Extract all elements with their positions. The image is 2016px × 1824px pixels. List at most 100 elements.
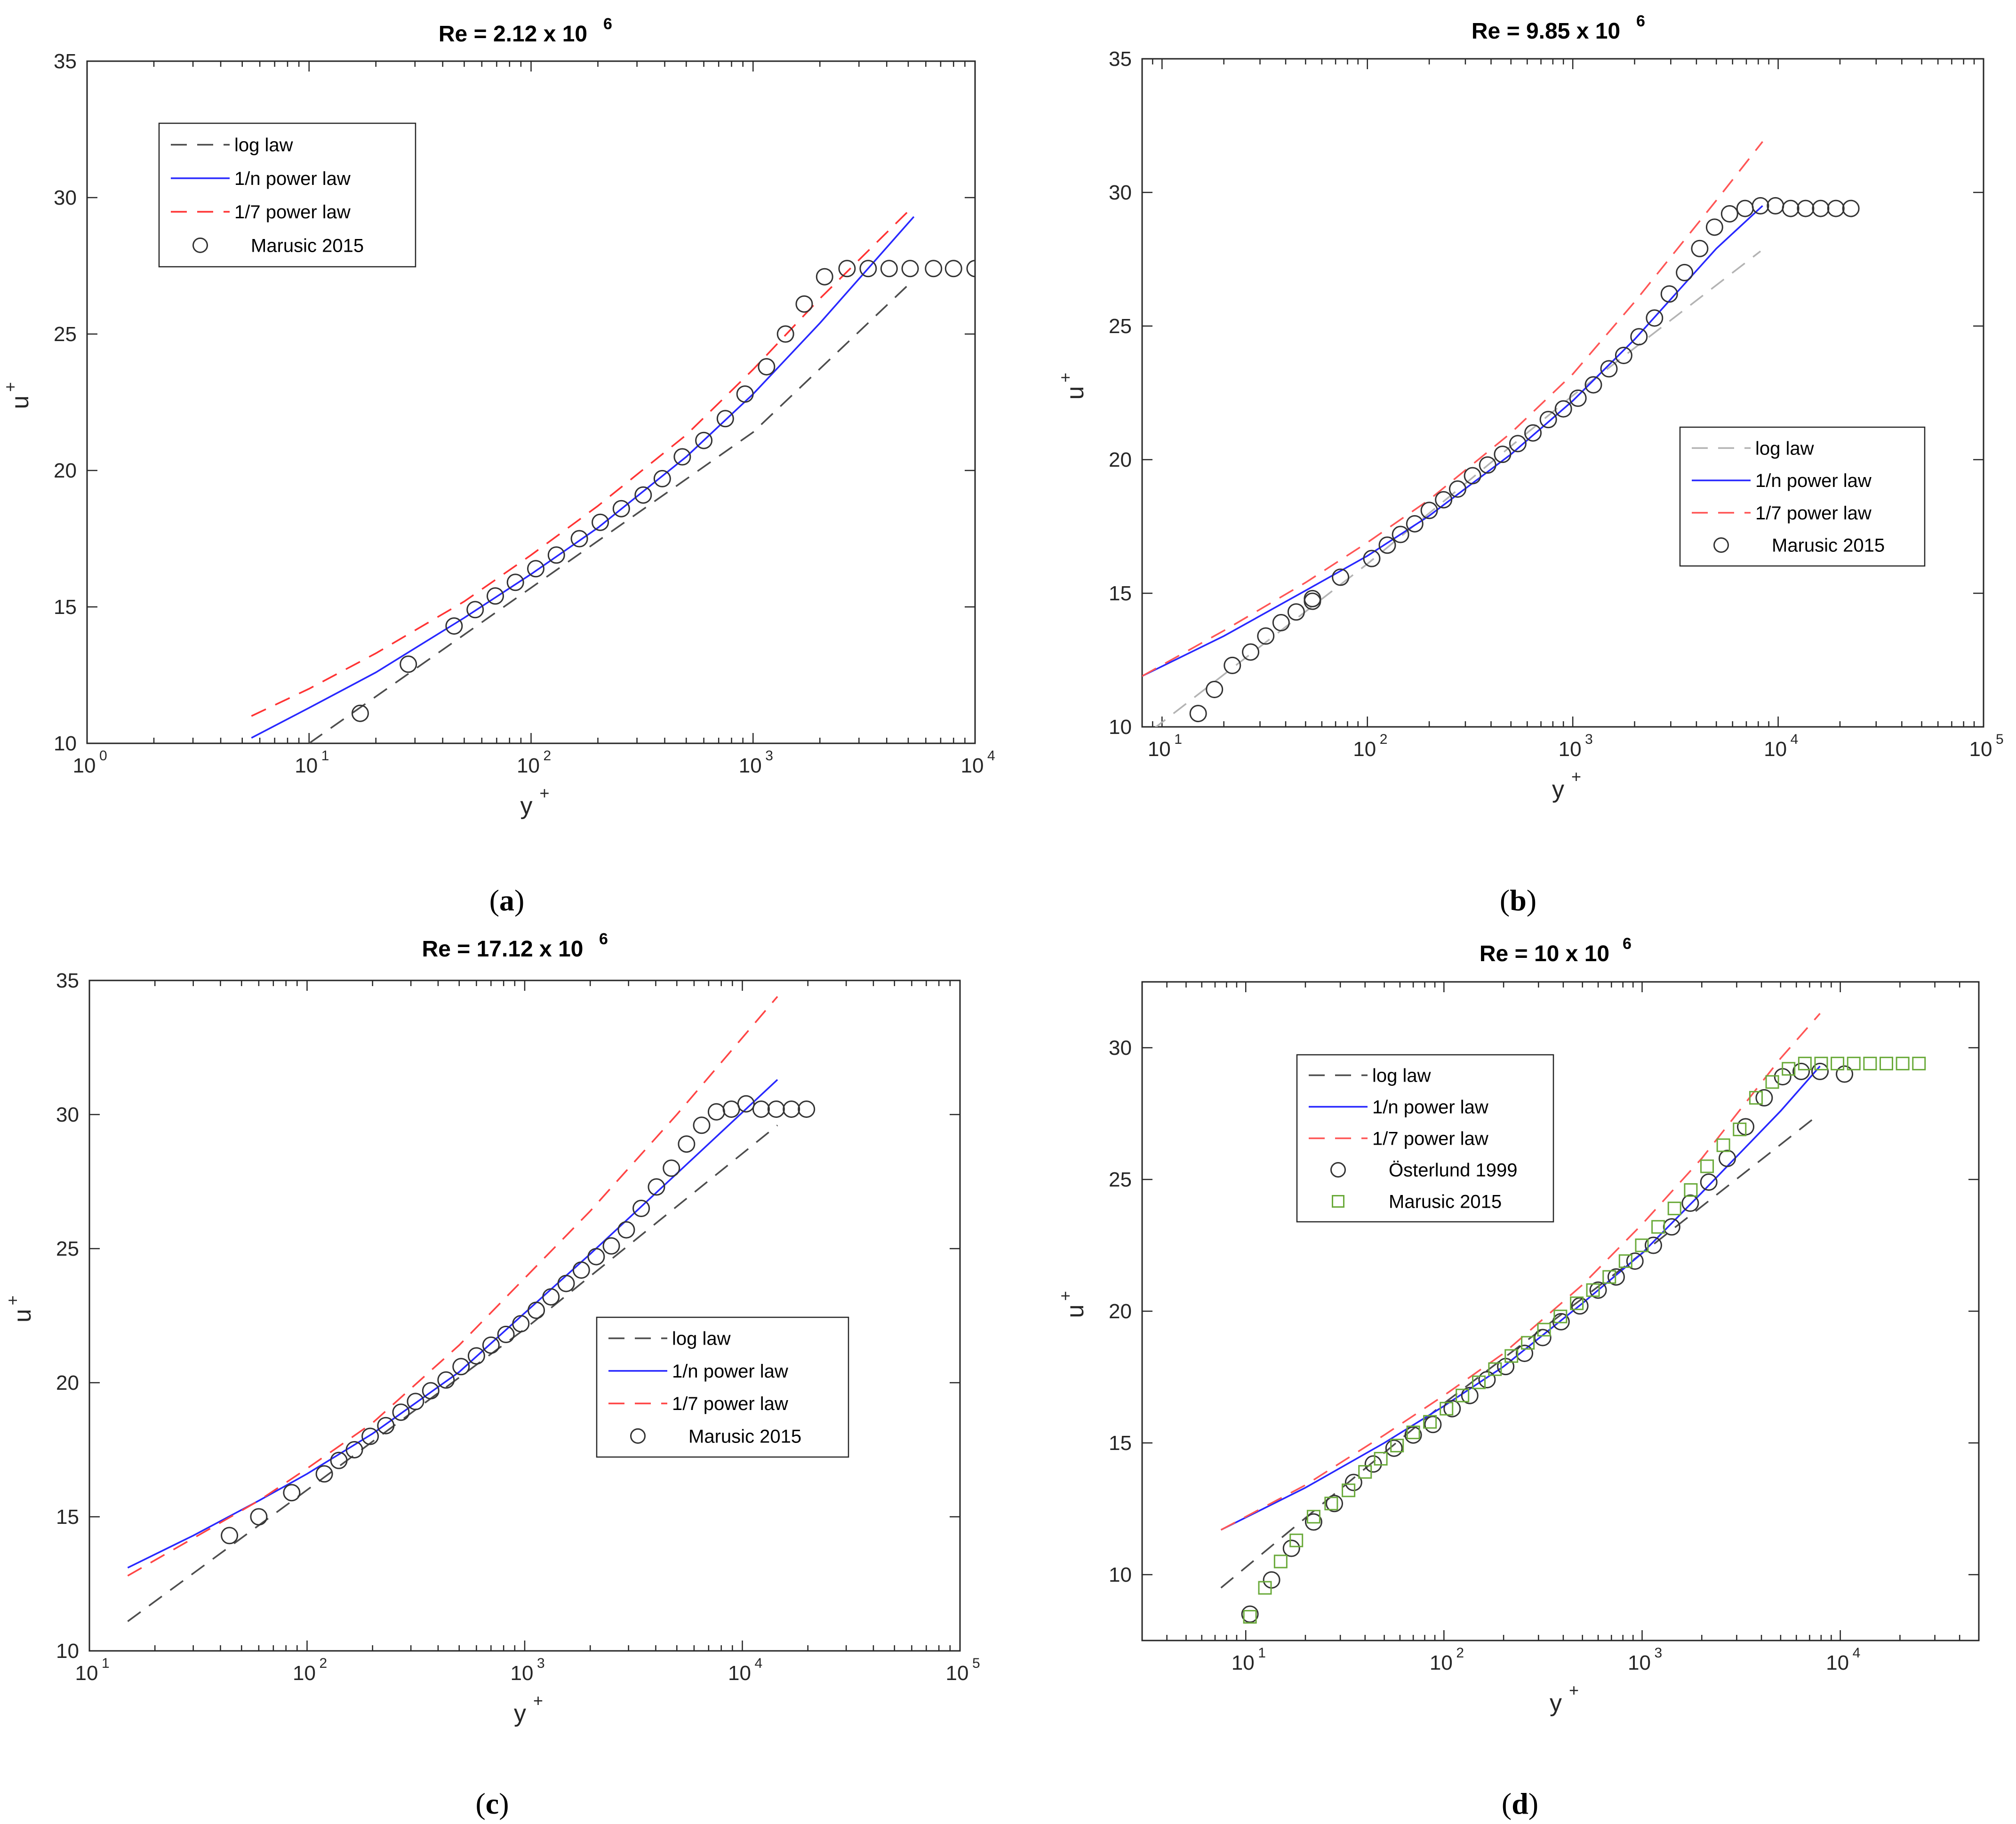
y-tick-label: 35 xyxy=(1109,48,1132,71)
x-tick-label: 10 xyxy=(946,1662,969,1685)
chart-title: Re = 10 x 10 xyxy=(1480,941,1609,966)
data-point xyxy=(392,1403,410,1421)
chart-title-exponent: 6 xyxy=(599,930,608,948)
legend-label: 1/7 power law xyxy=(1372,1129,1488,1149)
data-point xyxy=(1836,1065,1854,1083)
data-point xyxy=(1282,1539,1300,1557)
data-point xyxy=(1534,1329,1552,1346)
data-point xyxy=(1478,1371,1496,1389)
chart-title-exponent: 6 xyxy=(1623,935,1632,953)
data-point xyxy=(1344,1474,1362,1491)
series-line-0 xyxy=(308,284,909,743)
data-point xyxy=(1586,1283,1600,1297)
data-point xyxy=(1798,1057,1812,1071)
data-point xyxy=(767,1100,785,1118)
data-point xyxy=(1812,199,1830,217)
data-point xyxy=(1479,456,1496,474)
data-point xyxy=(1189,705,1207,723)
panel-caption: (b) xyxy=(1500,884,1536,917)
y-tick-label: 35 xyxy=(54,50,77,73)
data-point xyxy=(1358,1465,1372,1479)
data-point xyxy=(467,1347,485,1365)
x-tick-label: 10 xyxy=(293,1662,316,1685)
data-point xyxy=(1524,424,1542,442)
x-tick-exponent: 1 xyxy=(1174,732,1182,747)
data-point xyxy=(1676,263,1694,281)
data-point xyxy=(1847,1057,1861,1071)
plot-area xyxy=(1220,1013,1926,1624)
data-point xyxy=(1385,1439,1403,1457)
data-point xyxy=(283,1484,301,1502)
legend-box xyxy=(1679,426,1926,567)
data-point xyxy=(1440,1402,1454,1416)
y-tick-label: 25 xyxy=(56,1237,79,1260)
x-tick-exponent: 4 xyxy=(1853,1645,1861,1661)
y-tick-label: 20 xyxy=(54,459,77,482)
legend-label: log law xyxy=(1372,1066,1431,1086)
data-point xyxy=(1258,1581,1272,1595)
data-point xyxy=(407,1393,424,1410)
data-point xyxy=(758,358,776,376)
panel-caption: (a) xyxy=(489,884,525,917)
data-point xyxy=(1589,1281,1607,1299)
data-point xyxy=(542,1288,560,1306)
data-point xyxy=(1831,1057,1845,1071)
data-point xyxy=(250,1508,268,1526)
x-tick-label: 10 xyxy=(1764,738,1787,761)
x-tick-exponent: 2 xyxy=(1380,732,1388,747)
series-line-1 xyxy=(127,1079,778,1569)
data-point xyxy=(1304,1513,1322,1531)
legend-swatch xyxy=(1330,1162,1346,1178)
data-point xyxy=(528,1301,545,1319)
data-point xyxy=(838,260,856,278)
data-point xyxy=(482,1336,500,1354)
data-point xyxy=(1242,643,1260,661)
x-tick-exponent: 3 xyxy=(1654,1645,1662,1661)
x-tick-label: 10 xyxy=(1430,1651,1453,1674)
data-point xyxy=(445,617,463,635)
legend-label: 1/n power law xyxy=(234,168,351,189)
y-tick-label: 30 xyxy=(1109,181,1132,204)
data-point xyxy=(859,260,877,278)
x-tick-exponent: 3 xyxy=(1585,732,1593,747)
chart-title: Re = 17.12 x 10 xyxy=(422,937,584,962)
y-axis-label-sup: + xyxy=(1056,373,1075,382)
data-point xyxy=(506,573,524,591)
data-point xyxy=(678,1135,696,1153)
data-point xyxy=(1392,526,1409,543)
x-tick-exponent: 5 xyxy=(972,1656,980,1671)
data-point xyxy=(648,1178,665,1196)
data-point xyxy=(798,1100,816,1118)
data-point xyxy=(1681,1194,1699,1212)
data-point xyxy=(466,601,484,619)
data-point xyxy=(1700,1159,1714,1173)
panel-caption: (d) xyxy=(1502,1787,1538,1820)
y-tick-label: 30 xyxy=(1109,1036,1132,1059)
data-point xyxy=(1797,199,1815,217)
x-tick-exponent: 0 xyxy=(99,748,107,764)
legend-label: 1/7 power law xyxy=(672,1394,788,1414)
data-point xyxy=(1324,1497,1338,1511)
data-point xyxy=(776,325,794,343)
data-point xyxy=(1406,515,1424,533)
legend-label: 1/7 power law xyxy=(1755,503,1872,524)
data-point xyxy=(663,1159,680,1177)
data-point xyxy=(570,530,588,548)
data-point xyxy=(693,1116,711,1134)
data-point xyxy=(1332,568,1350,586)
y-tick-label: 20 xyxy=(56,1371,79,1394)
data-point xyxy=(901,260,919,278)
data-point xyxy=(1443,1400,1461,1418)
data-point xyxy=(1618,1254,1632,1268)
data-point xyxy=(737,1095,755,1113)
chart-title-exponent: 6 xyxy=(603,15,612,33)
x-tick-label: 10 xyxy=(1628,1651,1651,1674)
data-point xyxy=(1363,550,1381,567)
chart-title: Re = 2.12 x 10 xyxy=(439,22,587,47)
legend-label: 1/n power law xyxy=(1755,470,1872,491)
y-tick-label: 10 xyxy=(1109,716,1132,739)
x-tick-exponent: 4 xyxy=(1791,732,1799,747)
x-tick-label: 10 xyxy=(961,754,984,777)
